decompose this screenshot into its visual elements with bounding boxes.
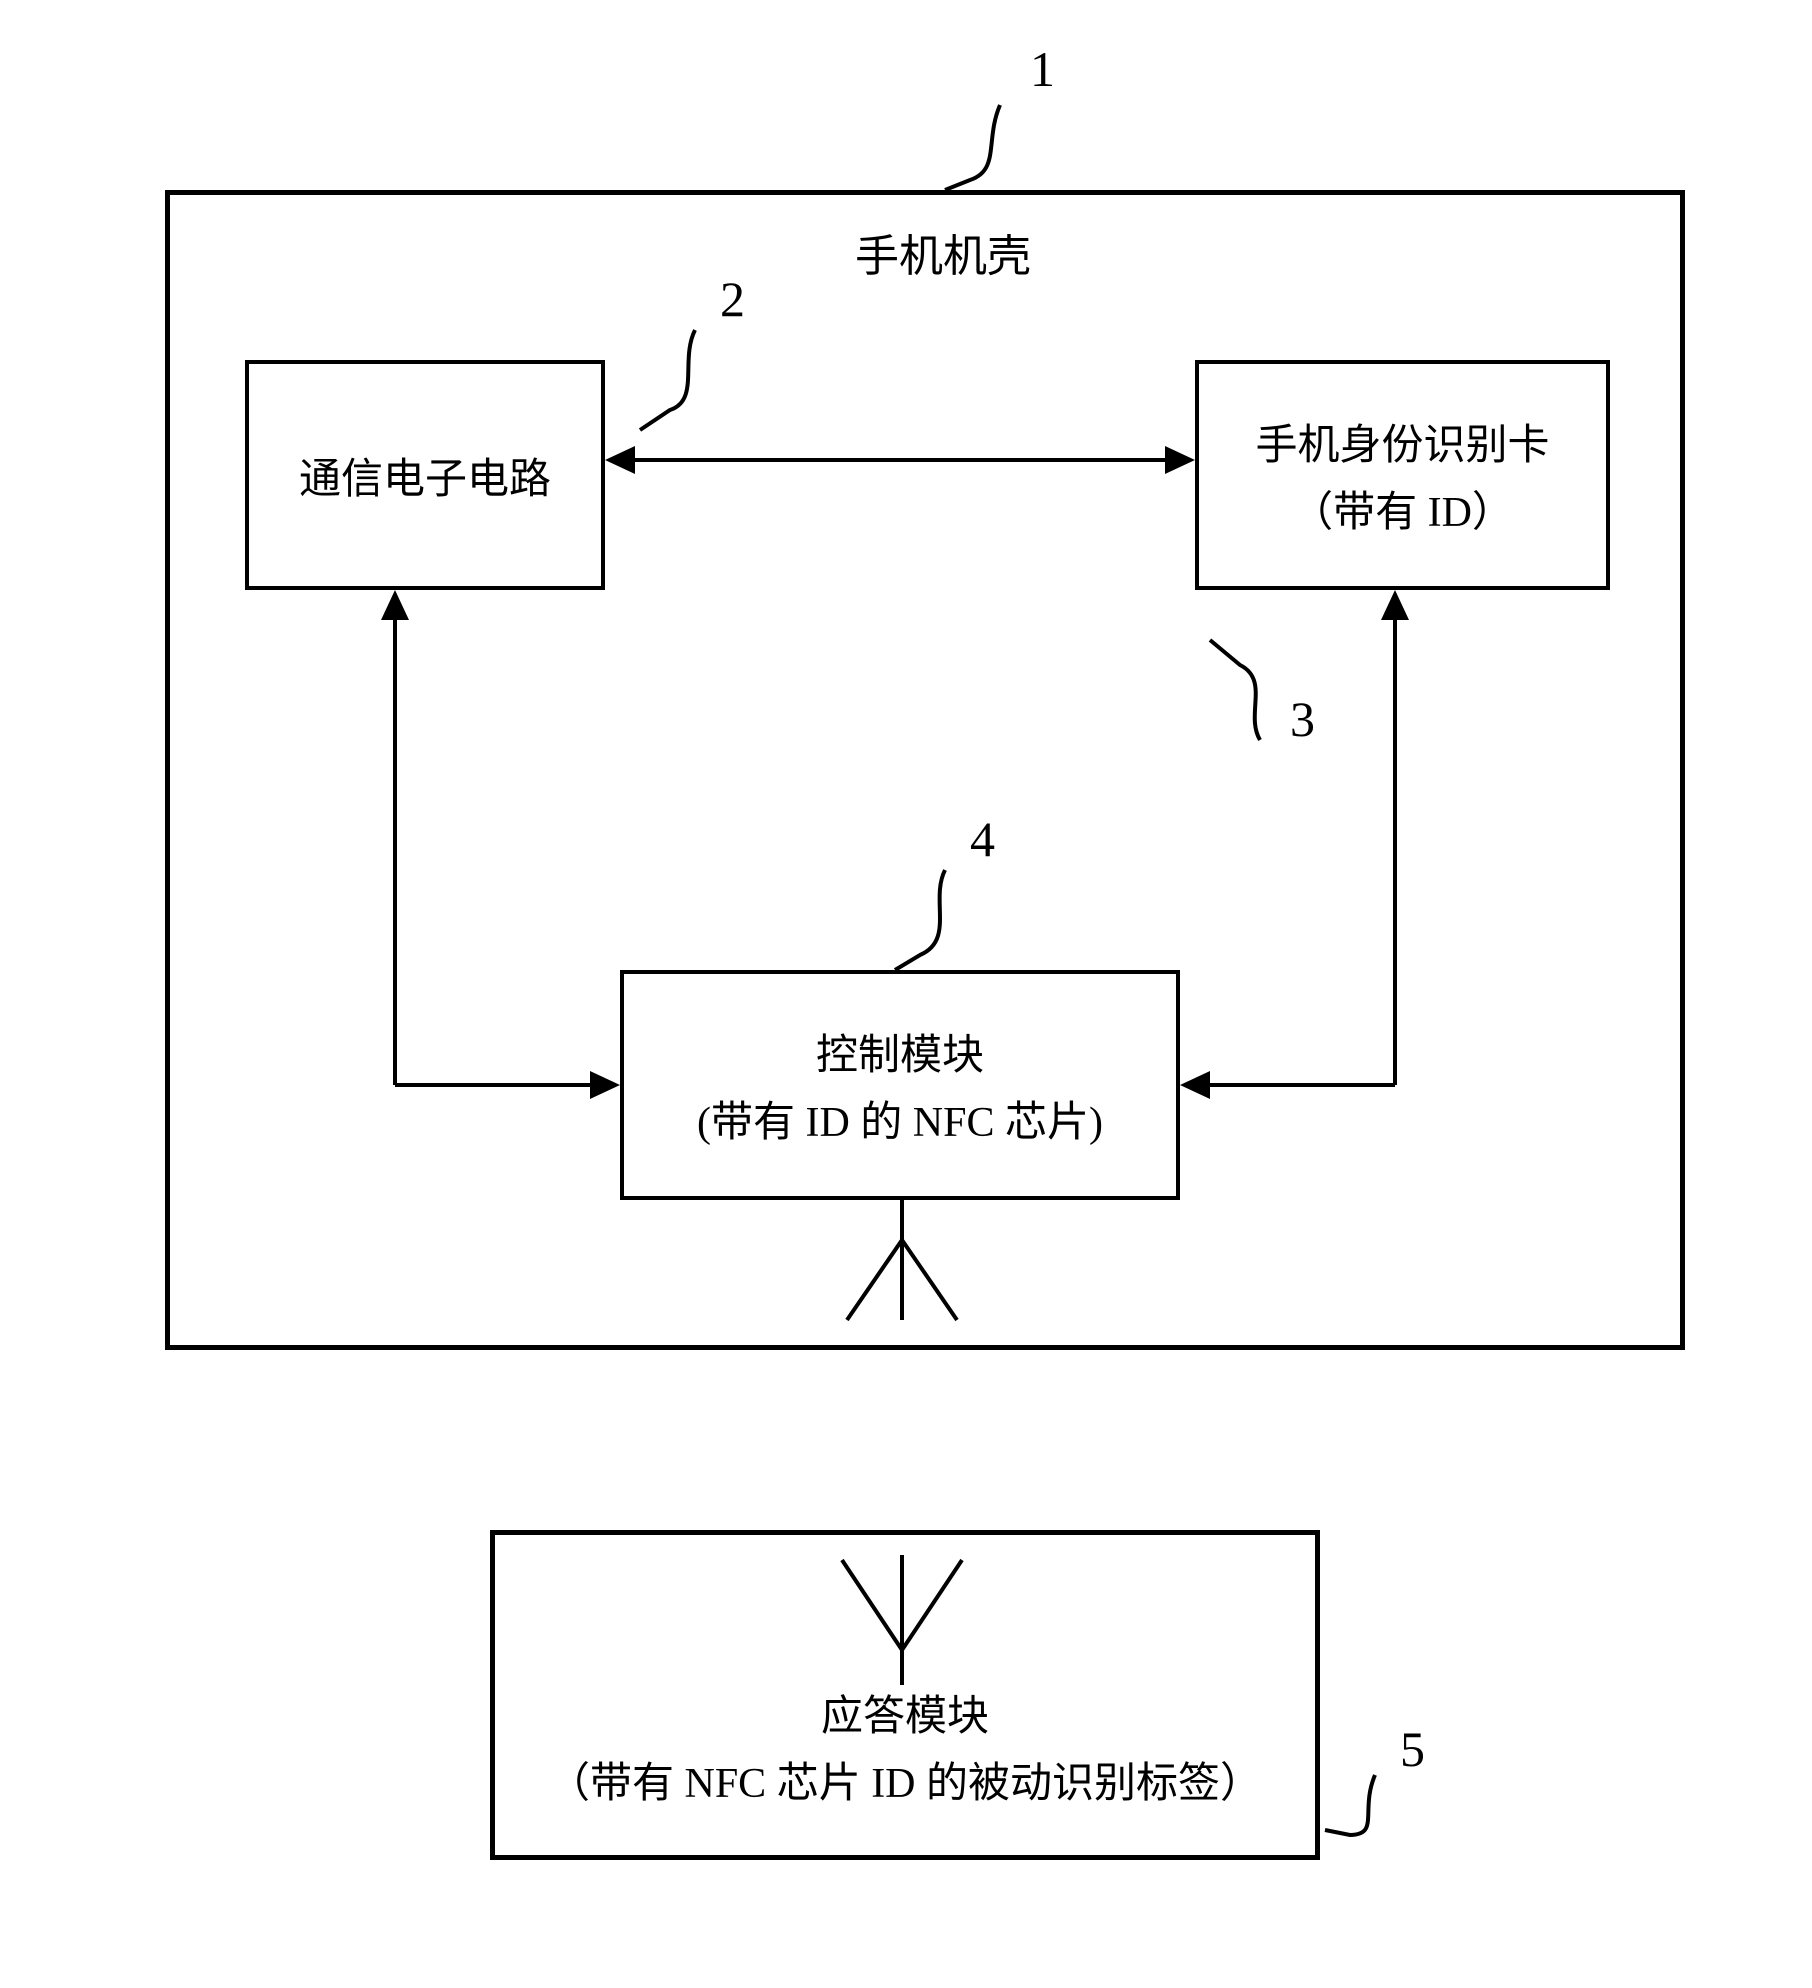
phone-case-title: 手机机壳 [855, 220, 1031, 284]
id-card-box: 手机身份识别卡 （带有 ID） [1195, 360, 1610, 590]
callout-4-number: 4 [970, 810, 995, 868]
callout-5-number: 5 [1400, 1720, 1425, 1778]
id-card-label-1: 手机身份识别卡 [1255, 411, 1549, 472]
control-module-label-1: 控制模块 [816, 1021, 984, 1082]
response-module-box: 应答模块 （带有 NFC 芯片 ID 的被动识别标签） [490, 1530, 1320, 1860]
callout-2-number: 2 [720, 270, 745, 328]
comm-circuit-box: 通信电子电路 [245, 360, 605, 590]
id-card-label-2: （带有 ID） [1291, 478, 1514, 539]
callout-3-number: 3 [1290, 690, 1315, 748]
control-module-label-2: (带有 ID 的 NFC 芯片) [697, 1088, 1103, 1149]
comm-circuit-label: 通信电子电路 [299, 445, 551, 506]
callout-5-line [1325, 1775, 1375, 1835]
response-module-label-2: （带有 NFC 芯片 ID 的被动识别标签） [548, 1749, 1262, 1810]
response-module-label-1: 应答模块 [821, 1682, 989, 1743]
callout-1-number: 1 [1030, 40, 1055, 98]
control-module-box: 控制模块 (带有 ID 的 NFC 芯片) [620, 970, 1180, 1200]
callout-1-line [945, 105, 1000, 190]
